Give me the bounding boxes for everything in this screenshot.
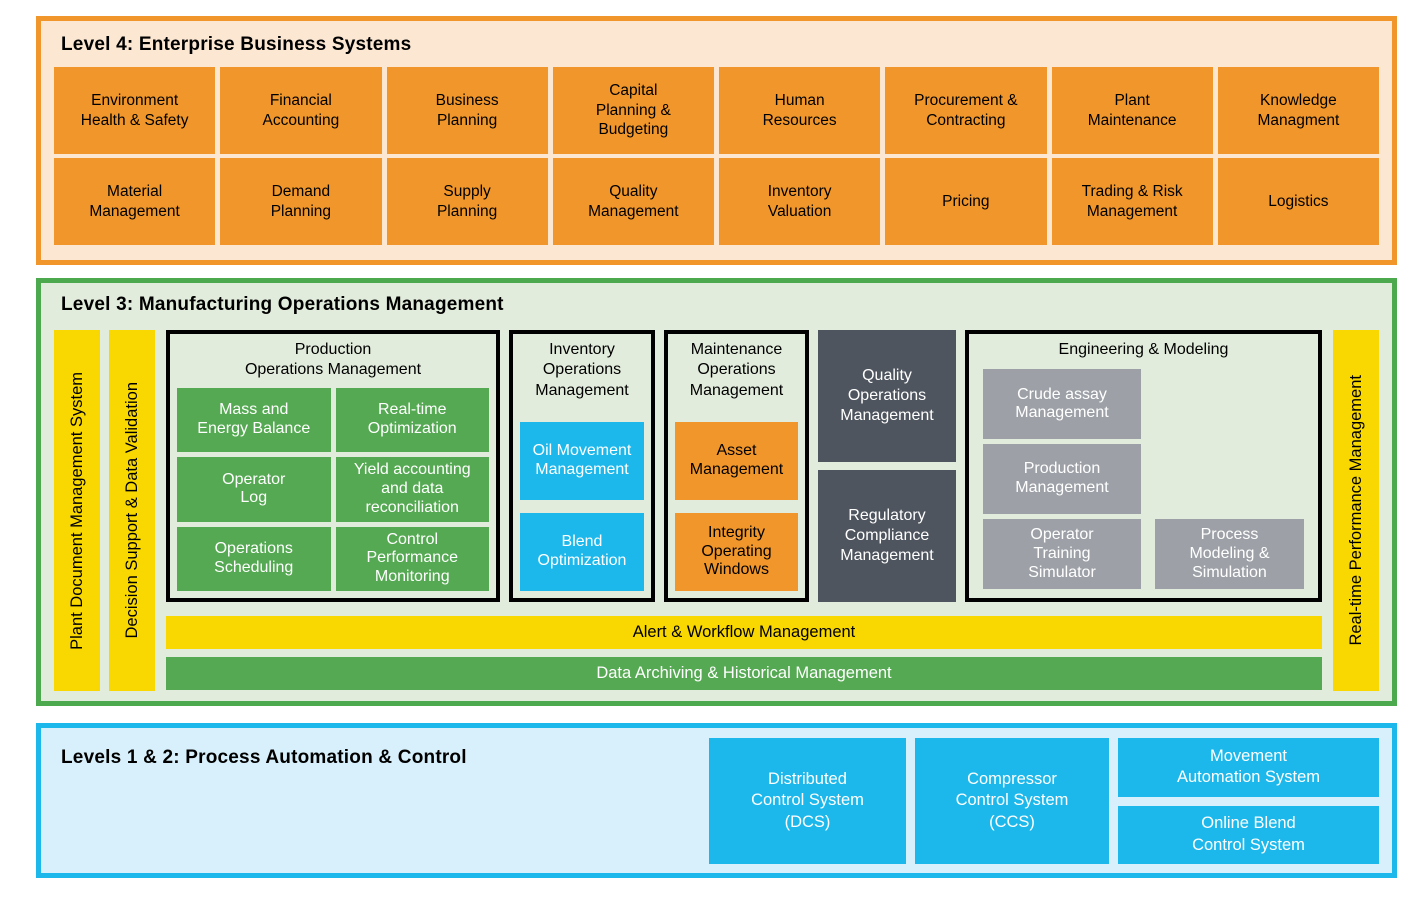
box-process-modeling-simulation: Process Modeling & Simulation (1154, 519, 1304, 589)
box-quality-operations-management: Quality Operations Management (818, 330, 956, 462)
levels12-right-column: Movement Automation System Online Blend … (1118, 738, 1379, 864)
box-blend-optimization: Blend Optimization (520, 513, 644, 591)
production-operations-group: Production Operations Management Mass an… (166, 330, 500, 602)
box-mass-energy-balance: Mass and Energy Balance (177, 387, 331, 453)
level4-box-logistics: Logistics (1217, 158, 1379, 245)
vertical-bar-label: Real-time Performance Management (1346, 375, 1365, 646)
vertical-bar-label: Decision Support & Data Validation (122, 382, 141, 639)
level4-box-procurement-contracting: Procurement & Contracting (885, 67, 1047, 154)
inventory-operations-group: Inventory Operations Management Oil Move… (509, 330, 655, 602)
box-regulatory-compliance-management: Regulatory Compliance Management (818, 470, 956, 602)
inventory-operations-heading: Inventory Operations Management (535, 341, 629, 399)
level3-center-column: Production Operations Management Mass an… (166, 330, 1322, 691)
production-operations-heading: Production Operations Management (244, 341, 422, 379)
box-integrity-operating-windows: Integrity Operating Windows (675, 513, 798, 591)
level4-box-plant-maintenance: Plant Maintenance (1051, 67, 1213, 154)
box-oil-movement-management: Oil Movement Management (520, 422, 644, 500)
production-operations-grid: Mass and Energy Balance Real-time Optimi… (177, 387, 489, 591)
engineering-modeling-group: Engineering & Modeling Crude assay Manag… (965, 330, 1322, 602)
engineering-modeling-heading: Engineering & Modeling (1058, 341, 1229, 358)
engineering-modeling-grid: Crude assay Management Production Manage… (983, 369, 1304, 589)
box-yield-accounting: Yield accounting and data reconciliation (335, 457, 489, 522)
box-operator-log: Operator Log (177, 457, 331, 522)
level3-body: Plant Document Management System Decisio… (54, 330, 1379, 691)
level4-box-human-resources: Human Resources (719, 67, 881, 154)
level4-grid: Environment Health & Safety Financial Ac… (54, 67, 1379, 245)
box-asset-management: Asset Management (675, 422, 798, 500)
level4-box-knowledge-management: Knowledge Managment (1217, 67, 1379, 154)
level3-panel: Level 3: Manufacturing Operations Manage… (36, 278, 1397, 706)
vertical-bar-decision-support: Decision Support & Data Validation (109, 330, 155, 691)
level3-box-row: Production Operations Management Mass an… (166, 330, 1322, 602)
box-operator-training-simulator: Operator Training Simulator (983, 519, 1141, 589)
quality-regulatory-column: Quality Operations Management Regulatory… (818, 330, 956, 602)
level4-box-pricing: Pricing (885, 158, 1047, 245)
spacer (520, 401, 644, 409)
level4-panel: Level 4: Enterprise Business Systems Env… (36, 16, 1397, 265)
level4-box-environment-health-safety: Environment Health & Safety (54, 67, 216, 154)
level4-box-inventory-valuation: Inventory Valuation (719, 158, 881, 245)
levels12-box-row: Distributed Control System (DCS) Compres… (709, 738, 1379, 864)
levels12-title: Levels 1 & 2: Process Automation & Contr… (61, 747, 467, 768)
vertical-bar-label: Plant Document Management System (67, 371, 86, 650)
level4-box-material-management: Material Management (54, 158, 216, 245)
box-online-blend-control-system: Online Blend Control System (1118, 805, 1379, 864)
vertical-bar-plant-document-management: Plant Document Management System (54, 330, 100, 691)
level4-title: Level 4: Enterprise Business Systems (61, 34, 412, 55)
box-movement-automation-system: Movement Automation System (1118, 738, 1379, 797)
box-compressor-control-system: Compressor Control System (CCS) (915, 738, 1109, 864)
level4-box-trading-risk-management: Trading & Risk Management (1051, 158, 1213, 245)
box-production-management: Production Management (983, 444, 1141, 515)
box-operations-scheduling: Operations Scheduling (177, 526, 331, 591)
maintenance-operations-group: Maintenance Operations Management Asset … (664, 330, 809, 602)
alert-workflow-bar: Alert & Workflow Management (166, 616, 1322, 649)
level4-box-demand-planning: Demand Planning (220, 158, 382, 245)
level4-box-financial-accounting: Financial Accounting (220, 67, 382, 154)
box-control-performance-monitoring: Control Performance Monitoring (335, 526, 489, 591)
level4-box-quality-management: Quality Management (552, 158, 714, 245)
box-real-time-optimization: Real-time Optimization (335, 387, 489, 453)
levels12-panel: Levels 1 & 2: Process Automation & Contr… (36, 723, 1397, 878)
level4-box-supply-planning: Supply Planning (386, 158, 548, 245)
box-distributed-control-system: Distributed Control System (DCS) (709, 738, 906, 864)
spacer (675, 401, 798, 409)
level3-title: Level 3: Manufacturing Operations Manage… (61, 294, 504, 315)
maintenance-operations-heading: Maintenance Operations Management (689, 341, 784, 399)
box-crude-assay-management: Crude assay Management (983, 369, 1141, 440)
level4-box-capital-planning-budgeting: Capital Planning & Budgeting (552, 67, 714, 154)
data-archiving-bar: Data Archiving & Historical Management (166, 657, 1322, 690)
level4-box-business-planning: Business Planning (386, 67, 548, 154)
vertical-bar-realtime-performance: Real-time Performance Management (1333, 330, 1379, 691)
